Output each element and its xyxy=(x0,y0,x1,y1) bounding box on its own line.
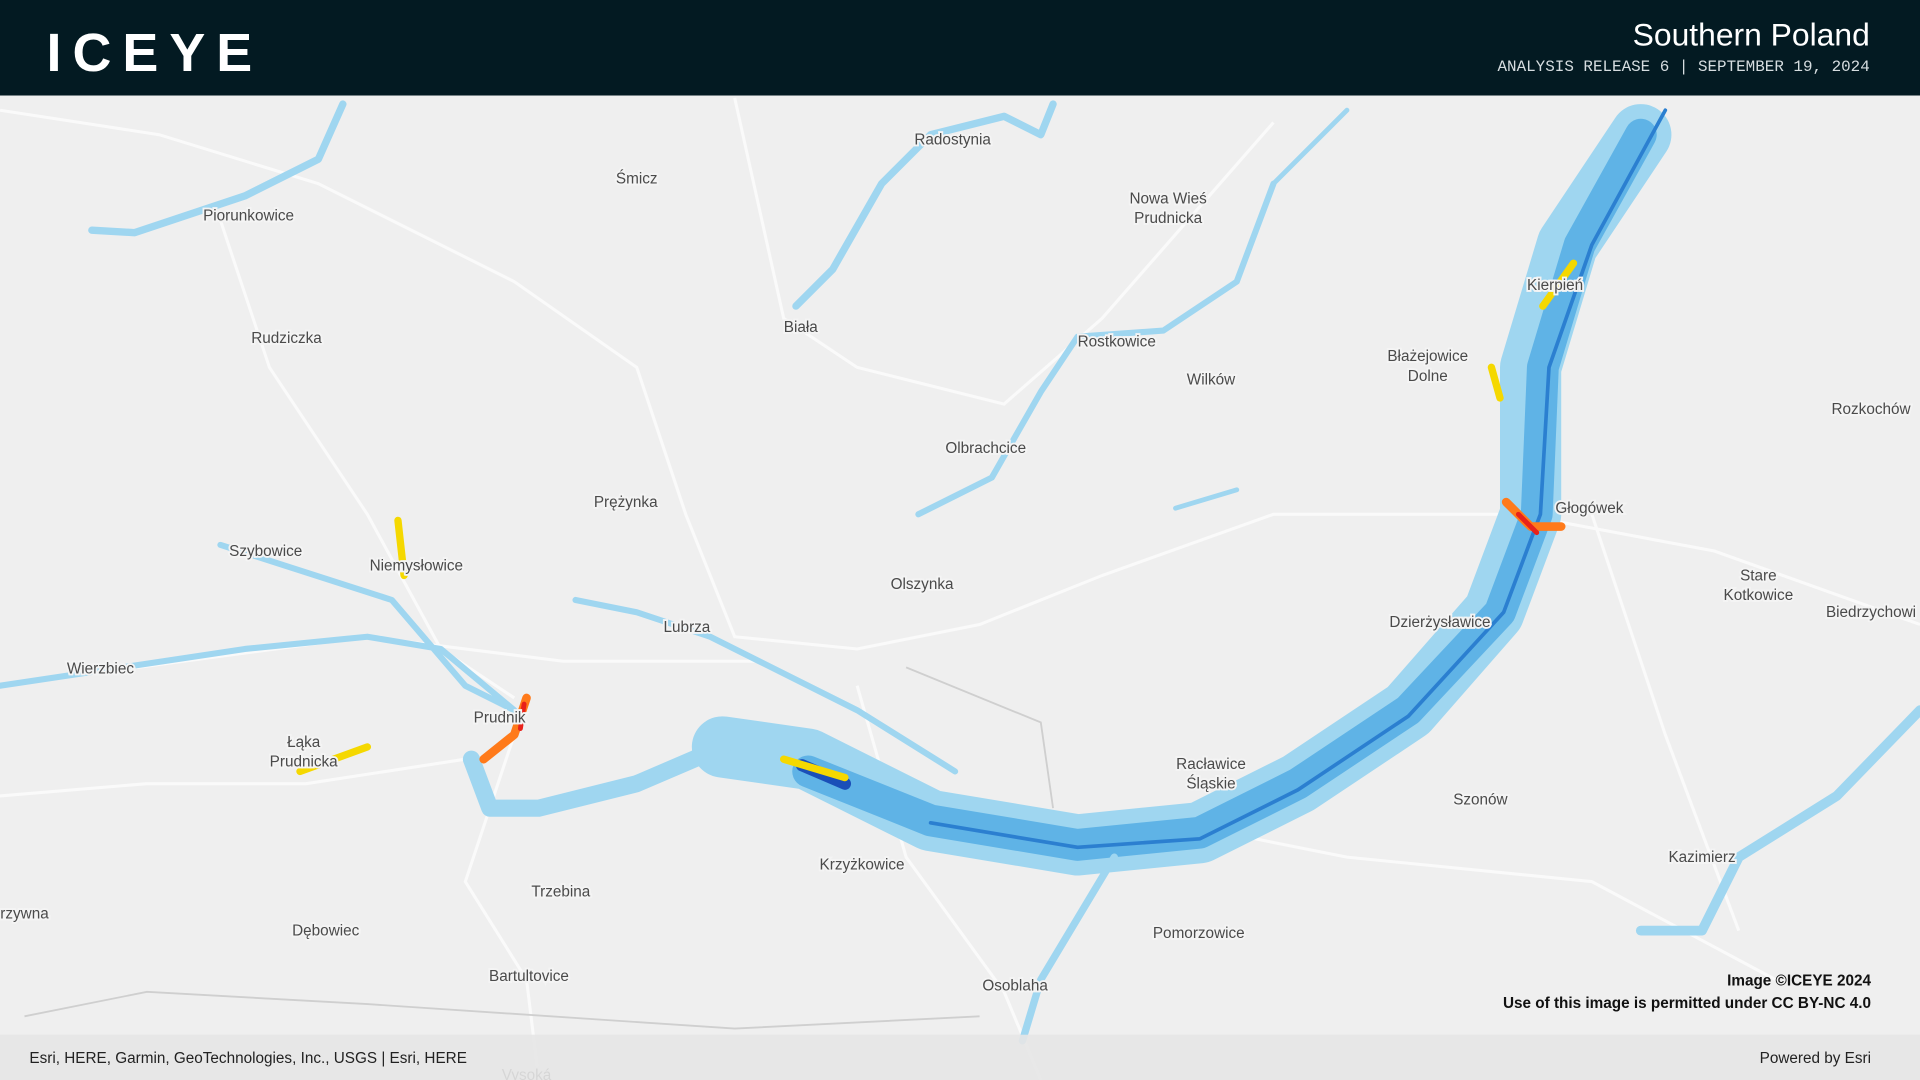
place-label: Kierpień xyxy=(1527,277,1583,294)
powered-by[interactable]: Powered by Esri xyxy=(1760,1050,1871,1067)
attribution[interactable]: Esri, HERE, Garmin, GeoTechnologies, Inc… xyxy=(29,1050,467,1067)
place-label: Racławice xyxy=(1176,756,1246,773)
place-label: Trzebina xyxy=(531,883,590,900)
title: Southern Poland xyxy=(1633,16,1870,52)
place-label: Szybowice xyxy=(229,543,302,560)
header-bar xyxy=(0,0,1920,96)
place-label: Dzierżysławice xyxy=(1389,614,1490,631)
place-label: rzywna xyxy=(0,905,49,922)
place-label: Dębowiec xyxy=(292,923,360,940)
place-label: Szonów xyxy=(1453,791,1508,808)
place-label: Kotkowice xyxy=(1724,587,1794,604)
place-label: Rostkowice xyxy=(1078,334,1156,351)
place-label: Śląskie xyxy=(1186,775,1235,793)
place-label: Prudnicka xyxy=(270,754,339,771)
place-label: Niemysłowice xyxy=(370,558,464,575)
place-label: Olszynka xyxy=(891,576,954,593)
impact-hotspots xyxy=(296,259,1578,782)
place-label: Nowa Wieś xyxy=(1129,190,1207,207)
place-label: Prudnik xyxy=(474,709,526,726)
place-label: Kazimierz xyxy=(1668,849,1735,866)
license: Use of this image is permitted under CC … xyxy=(1503,995,1871,1012)
image-credit: Image ©ICEYE 2024 xyxy=(1727,973,1871,990)
footer-bar xyxy=(0,1034,1920,1080)
place-label: Prężynka xyxy=(594,494,658,511)
place-label: Radostynia xyxy=(914,131,991,148)
place-label: Pomorzowice xyxy=(1153,925,1245,942)
place-label: Wilków xyxy=(1187,371,1236,388)
logo: ICEYE xyxy=(47,23,264,83)
place-label: Piorunkowice xyxy=(203,207,294,224)
place-label: Prudnicka xyxy=(1134,210,1203,227)
place-label: Biedrzychowi xyxy=(1826,604,1916,621)
place-labels: Radostynia Śmicz Nowa Wieś Prudnicka Piorunk… xyxy=(0,130,1918,1080)
subtitle: ANALYSIS RELEASE 6 | SEPTEMBER 19, 2024 xyxy=(1498,58,1870,76)
place-label: Lubrza xyxy=(664,619,711,636)
place-label: Olbrachcice xyxy=(945,440,1026,457)
place-label: Krzyżkowice xyxy=(820,856,905,873)
place-label: Biała xyxy=(784,319,819,336)
place-label: Wierzbiec xyxy=(67,660,134,677)
flood-extent xyxy=(0,100,1920,1045)
place-label: Osoblaha xyxy=(982,978,1048,995)
place-label: Bartultovice xyxy=(489,968,569,985)
place-label: Głogówek xyxy=(1555,500,1623,517)
place-label: Rudziczka xyxy=(251,330,322,347)
place-label: Błażejowice xyxy=(1387,348,1468,365)
place-label: Stare xyxy=(1740,567,1777,584)
place-label: Rozkochów xyxy=(1831,401,1911,418)
place-label: Śmicz xyxy=(616,170,658,188)
place-label: Łąka xyxy=(287,734,321,751)
place-label: Dolne xyxy=(1408,368,1448,385)
